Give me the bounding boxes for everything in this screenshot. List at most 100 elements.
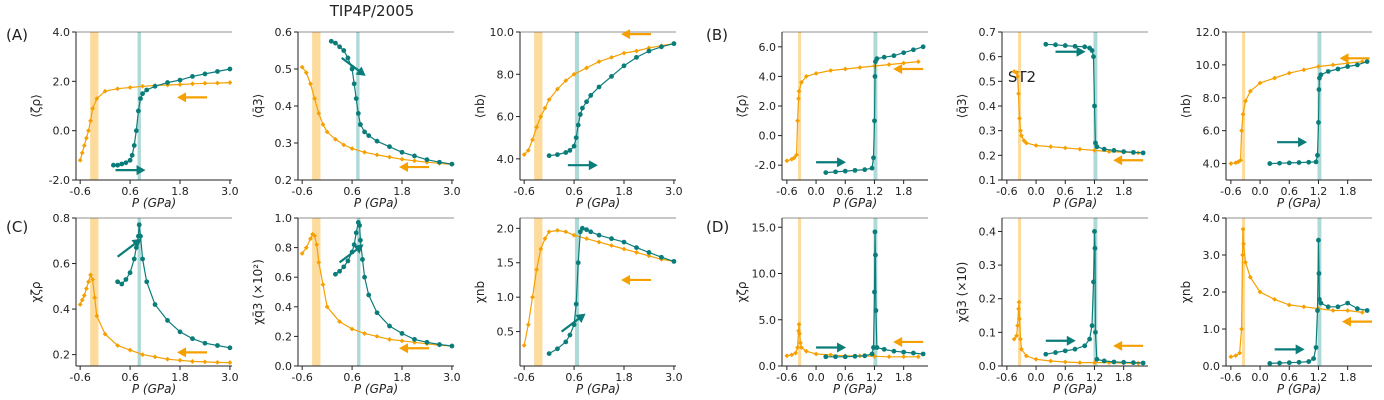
y-tick-label: 10.0 [490,26,515,39]
data-point-teal [1093,140,1098,146]
data-point-orange [784,353,790,359]
data-point-teal [355,111,361,116]
data-point-orange [90,277,96,282]
data-point-teal [333,271,338,277]
data-point-orange [140,352,145,358]
data-point-orange [799,79,804,85]
data-point-orange [1017,316,1022,322]
direction-arrow-teal [567,160,598,171]
arrow-head [893,336,903,347]
direction-arrow-teal [1055,46,1086,57]
data-point-orange [1240,111,1246,117]
data-point-teal [1335,66,1341,72]
data-point-teal [567,332,573,338]
y-tick-label: 0.2 [979,149,997,162]
x-tick-label: 1.2 [1086,185,1104,198]
direction-arrow-orange [177,347,208,358]
data-point-orange [634,250,639,255]
arrow-head [399,343,409,354]
data-point-teal [621,63,627,69]
data-point-teal [424,157,430,163]
data-point-orange [1239,326,1244,332]
data-point-teal [144,279,150,285]
series-line-teal [1269,61,1368,165]
data-point-orange [901,354,907,360]
data-point-orange [227,80,233,85]
data-point-teal [659,254,664,260]
x-tick-label: -0.6 [513,185,534,198]
y-tick-label: 0.5 [979,75,997,88]
data-point-orange [312,96,318,101]
y-tick-label: 0.6 [53,258,71,271]
data-point-orange [412,158,417,164]
data-point-teal [1072,43,1078,49]
data-point-orange [94,96,100,101]
x-tick-label: 1.2 [866,185,884,198]
y-tick-label: 3.0 [1203,249,1221,262]
data-point-orange [1235,159,1241,165]
y-tick-label: 0.0 [979,360,997,373]
arrow-head [177,92,187,103]
data-point-teal [1315,152,1320,158]
x-tick-label: 0.6 [343,185,361,198]
data-point-teal [1316,87,1322,92]
transition-band-teal [873,32,878,180]
data-point-orange [1062,145,1068,151]
series-line-teal [1045,43,1144,154]
data-point-orange [1301,304,1307,310]
data-point-teal [646,250,652,255]
data-point-orange [337,319,342,324]
data-point-orange [177,357,183,363]
data-point-orange [803,74,809,79]
direction-arrow-orange [1113,340,1144,351]
data-point-teal [1306,159,1312,165]
data-point-orange [1286,302,1292,308]
y-axis-label: ⟨ζρ⟩ [735,94,749,118]
data-point-orange [190,359,195,364]
data-point-teal [412,336,417,342]
data-point-orange [86,279,91,285]
data-point-orange [1016,91,1021,97]
arrow-head [1342,316,1351,327]
data-point-teal [140,256,145,262]
data-point-orange [310,231,315,237]
data-point-orange [525,322,531,328]
arrow-shaft [341,57,362,74]
data-point-teal [177,329,183,335]
data-point-orange [1033,356,1039,362]
data-point-orange [308,81,313,87]
arrow-head [1113,340,1123,351]
data-point-teal [366,292,372,298]
y-tick-label: 0.3 [979,125,997,138]
data-point-orange [341,142,347,148]
data-point-orange [796,96,801,101]
data-point-teal [387,323,392,329]
data-point-teal [1286,360,1292,366]
data-point-orange [584,65,589,71]
data-point-teal [1131,360,1136,366]
data-point-teal [1318,300,1324,306]
data-point-teal [133,128,139,134]
data-point-orange [102,88,108,94]
arrow-head [353,244,364,254]
data-point-teal [1335,304,1341,310]
data-point-teal [634,54,639,60]
arrow-shaft [116,241,138,258]
data-point-teal [575,122,581,128]
y-axis-label: χζρ [29,281,43,302]
data-point-teal [588,93,594,98]
data-point-orange [1330,308,1336,313]
panel-label-d: (D) [706,218,729,236]
data-point-teal [1325,69,1331,74]
data-point-teal [362,129,367,135]
data-point-orange [609,54,614,60]
data-point-teal [1111,148,1117,153]
series-line-orange [301,233,452,347]
x-tick-label: 0.0 [807,371,825,384]
data-point-teal [362,274,367,280]
group-title-st2: ST2 [1008,68,1036,86]
arrow-head [1066,335,1076,346]
data-point-teal [621,239,627,245]
data-point-orange [1092,360,1097,366]
y-tick-label: 0.6 [275,26,293,39]
